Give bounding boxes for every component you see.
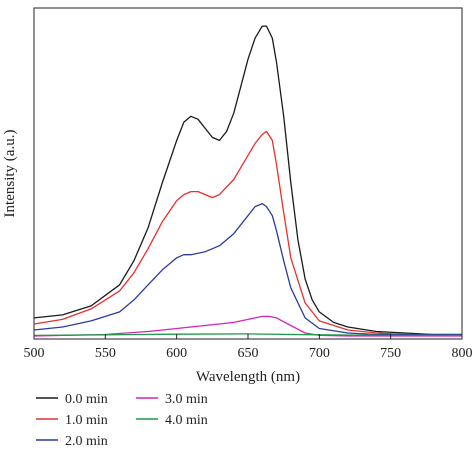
x-axis: 500 550 600 650 700 750 800 <box>24 334 473 361</box>
legend-item: 4.0 min <box>136 413 208 428</box>
series-line-2 <box>33 202 462 336</box>
legend-item: 0.0 min <box>36 392 108 407</box>
legend-label: 2.0 min <box>65 434 108 449</box>
legend-item: 3.0 min <box>136 392 208 407</box>
x-tick-label: 600 <box>166 346 187 361</box>
x-tick-label: 800 <box>452 346 473 361</box>
legend-item: 2.0 min <box>36 434 108 449</box>
legend-label: 3.0 min <box>165 392 208 407</box>
x-axis-title: Wavelength (nm) <box>196 369 300 385</box>
y-axis-title: Intensity (a.u.) <box>2 130 18 218</box>
x-tick-label: 550 <box>95 346 116 361</box>
series-line-3 <box>33 315 462 337</box>
x-tick-label: 500 <box>24 346 45 361</box>
x-tick-label: 750 <box>380 346 401 361</box>
legend: 0.0 min 1.0 min 2.0 min 3.0 min 4.0 min <box>36 392 208 449</box>
x-tick-label: 650 <box>238 346 259 361</box>
series-line-1 <box>33 130 462 336</box>
legend-item: 1.0 min <box>36 413 108 428</box>
series-line-0 <box>33 25 462 336</box>
x-tick-label: 700 <box>309 346 330 361</box>
legend-label: 0.0 min <box>65 392 108 407</box>
legend-label: 1.0 min <box>65 413 108 428</box>
series-layer <box>33 25 462 337</box>
legend-label: 4.0 min <box>165 413 208 428</box>
